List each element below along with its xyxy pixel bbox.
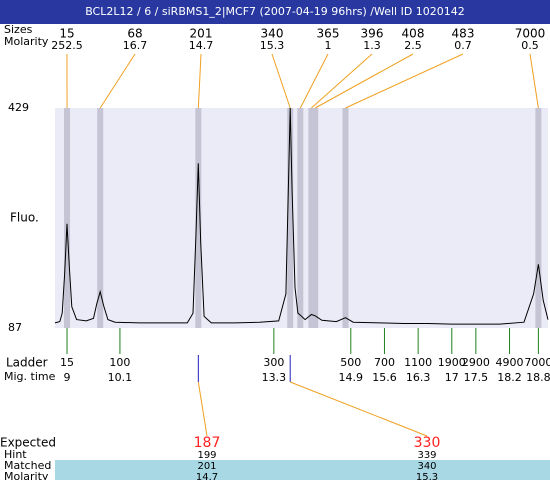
- peak-connector: [345, 53, 464, 109]
- ladder-size: 1900: [438, 356, 466, 369]
- peak-size: 68: [127, 27, 142, 41]
- peak-connector: [299, 53, 329, 109]
- peak-molarity: 0.7: [454, 39, 472, 52]
- peak-molarity: 16.7: [123, 39, 148, 52]
- expected-connector: [197, 381, 208, 437]
- ladder-time: 17.5: [464, 371, 489, 384]
- ladder-time: 15.6: [372, 371, 397, 384]
- title: BCL2L12 / 6 / siRBMS1_2|MCF7 (2007-04-19…: [85, 5, 465, 18]
- peak-connector: [314, 53, 414, 109]
- expected-row-label: Matched: [4, 459, 51, 472]
- ladder-time: 10.1: [108, 371, 133, 384]
- peak-band: [342, 108, 349, 328]
- peak-connector: [311, 53, 373, 109]
- peak-connector: [271, 53, 291, 109]
- ladder-size: 100: [109, 356, 130, 369]
- peak-molarity: 2.5: [404, 39, 422, 52]
- trace: [54, 107, 549, 325]
- peak-band: [195, 108, 202, 328]
- peak-molarity: 15.3: [260, 39, 285, 52]
- peak-band: [97, 108, 104, 328]
- ladder-size: 500: [340, 356, 361, 369]
- expected-matched: 201: [197, 461, 216, 472]
- expected-value: 187: [194, 435, 221, 451]
- ladder-size: 1100: [404, 356, 432, 369]
- peak-size: 7000: [515, 27, 546, 41]
- ladder-time: 13.3: [262, 371, 287, 384]
- expected-molarity: 15.3: [416, 472, 438, 480]
- ladder-time: 16.3: [406, 371, 431, 384]
- peak-connector: [529, 53, 539, 109]
- ladder-time: 18.8: [526, 371, 550, 384]
- peak-molarity: 14.7: [189, 39, 214, 52]
- ladder-size: 7000: [524, 356, 550, 369]
- ladder-size: 700: [374, 356, 395, 369]
- ladder-size: 2900: [462, 356, 490, 369]
- matched-rows-bg: [55, 460, 550, 480]
- expected-value: 330: [414, 435, 441, 451]
- peak-band: [64, 108, 71, 328]
- expected-connector: [290, 381, 428, 437]
- peak-size: 15: [59, 27, 74, 41]
- peak-connector: [99, 53, 136, 109]
- peak-molarity: 1.3: [363, 39, 381, 52]
- peak-size: 340: [261, 27, 284, 41]
- peak-band: [308, 108, 315, 328]
- expected-row-label: Molarity: [4, 470, 49, 480]
- expected-row-label: Expected: [0, 436, 56, 450]
- expected-hint: 199: [197, 450, 216, 461]
- peak-band: [535, 108, 542, 328]
- peak-band: [287, 108, 294, 328]
- peak-molarity: 252.5: [51, 39, 83, 52]
- peak-row-label: Molarity: [4, 35, 49, 48]
- title-bar: [0, 0, 550, 24]
- expected-matched: 340: [417, 461, 436, 472]
- ladder-size: 4900: [496, 356, 524, 369]
- peak-molarity: 1: [325, 39, 332, 52]
- y-tick-label: 429: [8, 101, 29, 114]
- expected-molarity: 14.7: [196, 472, 218, 480]
- peak-molarity: 0.5: [521, 39, 539, 52]
- peak-size: 483: [452, 27, 475, 41]
- mig-time-label: Mig. time: [4, 370, 56, 383]
- peak-size: 408: [402, 27, 425, 41]
- y-tick-label: 87: [8, 321, 22, 334]
- ladder-time: 9: [64, 371, 71, 384]
- peak-size: 201: [190, 27, 213, 41]
- peak-band: [297, 108, 304, 328]
- expected-hint: 339: [417, 450, 436, 461]
- ladder-size: 300: [263, 356, 284, 369]
- peak-size: 365: [317, 27, 340, 41]
- peak-connector: [197, 53, 202, 109]
- peak-band: [312, 108, 319, 328]
- peak-size: 396: [361, 27, 384, 41]
- expected-row-label: Hint: [4, 448, 27, 461]
- y-axis-label: Fluo.: [10, 211, 39, 225]
- peak-row-label: Sizes: [4, 23, 33, 36]
- ladder-size: 15: [60, 356, 74, 369]
- ladder-time: 17: [445, 371, 459, 384]
- ladder-label: Ladder: [6, 356, 48, 370]
- ladder-time: 14.9: [339, 371, 364, 384]
- ladder-time: 18.2: [497, 371, 522, 384]
